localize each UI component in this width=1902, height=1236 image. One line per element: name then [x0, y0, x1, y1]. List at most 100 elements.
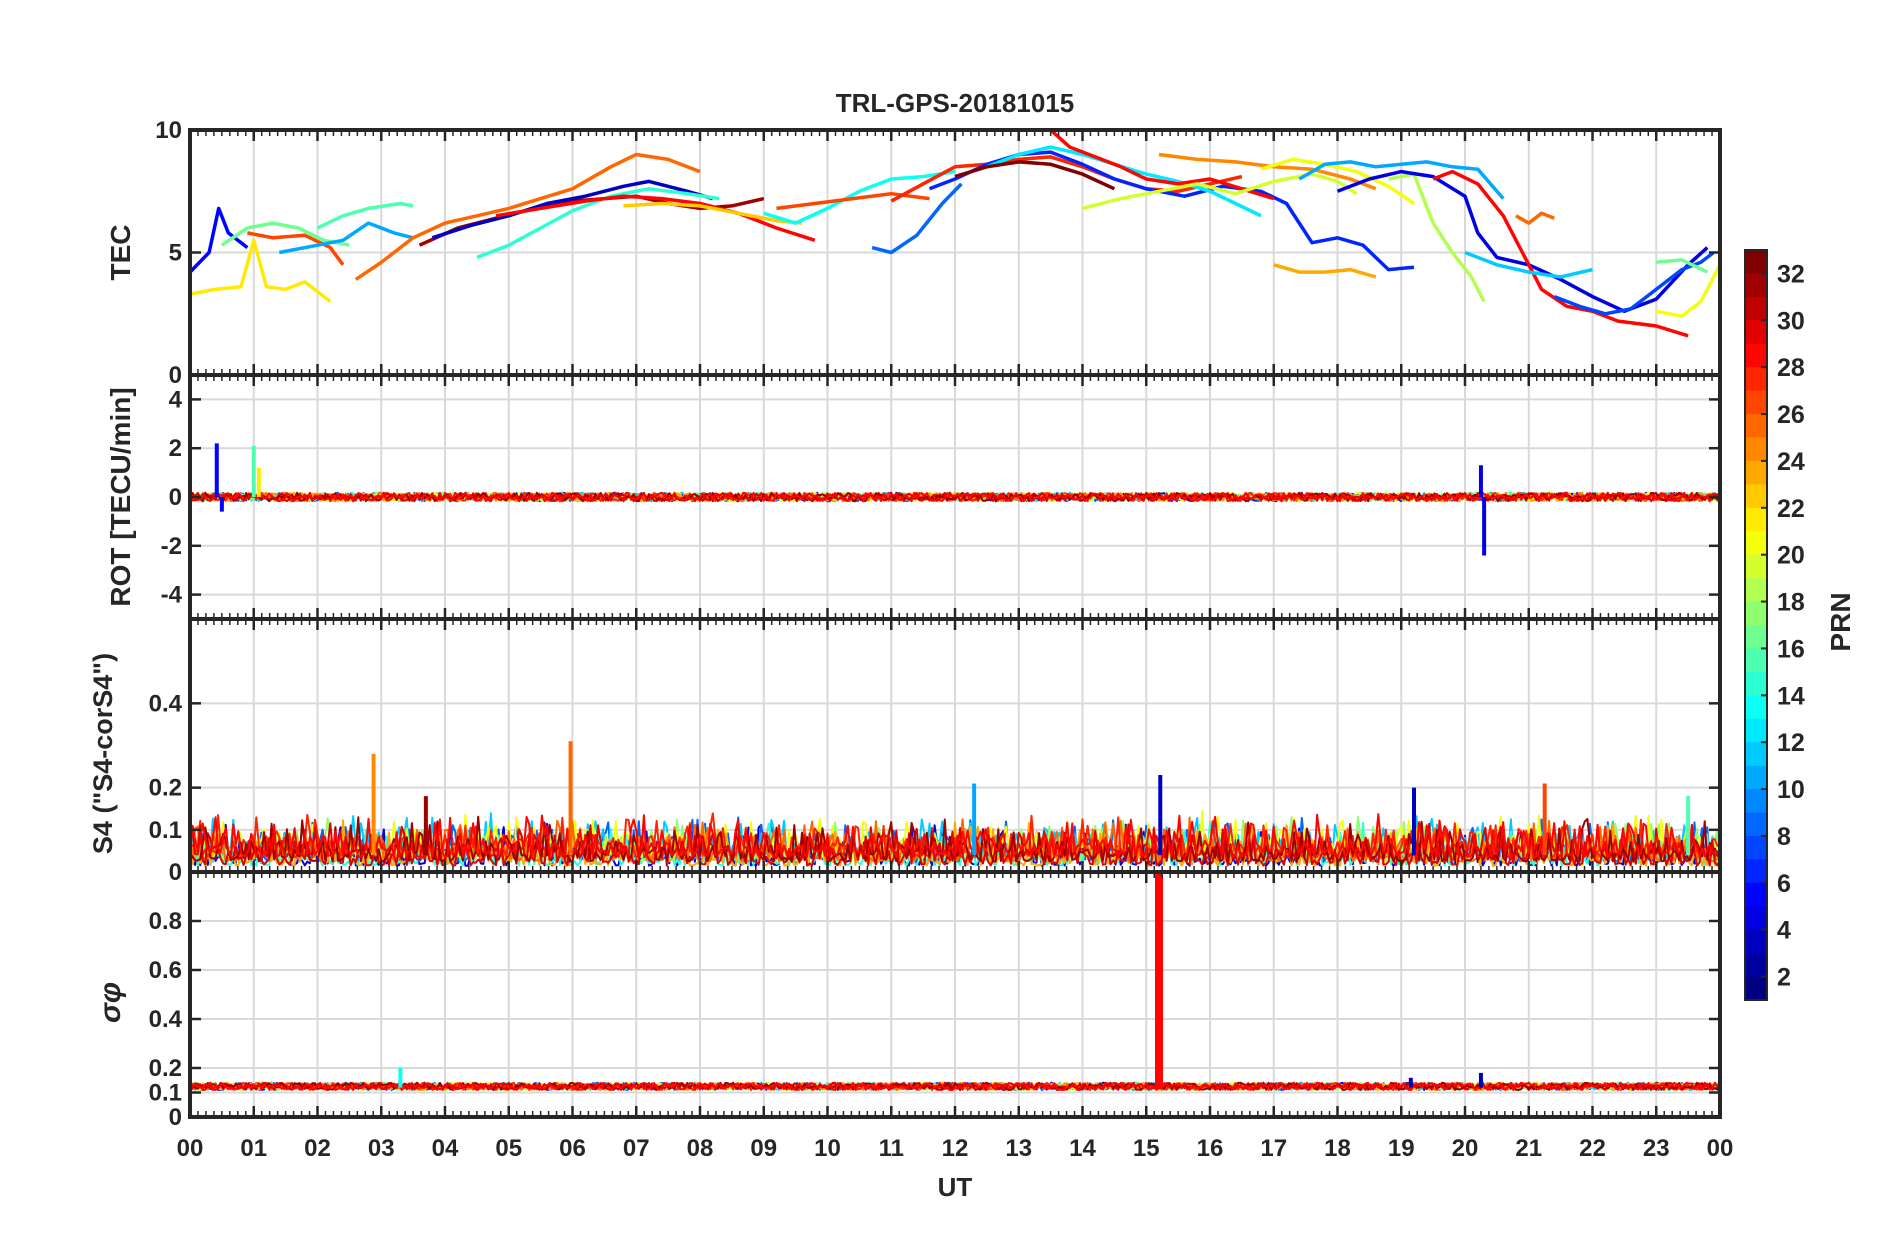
- colorbar-segment: [1745, 250, 1767, 275]
- x-tick-label: 23: [1643, 1135, 1670, 1162]
- tec-series-prn-16: [1656, 258, 1709, 274]
- x-tick-label: 10: [814, 1135, 841, 1162]
- x-tick-label: 00: [177, 1135, 204, 1162]
- y-tick-label: 0.2: [149, 1055, 182, 1082]
- tec-series-prn-10: [278, 221, 414, 255]
- colorbar-segment: [1745, 835, 1767, 860]
- tec-series-prn-22: [623, 201, 803, 225]
- colorbar-tick-label: 10: [1777, 776, 1805, 804]
- colorbar-tick-label: 16: [1777, 635, 1805, 663]
- tec-series-prn-13: [763, 169, 956, 225]
- y-tick-label: 2: [169, 435, 182, 462]
- colorbar-segment: [1745, 929, 1767, 954]
- tec-series-prn-7: [1553, 251, 1715, 316]
- colorbar-tick-label: 4: [1777, 917, 1791, 945]
- chart-title: TRL-GPS-20181015: [836, 88, 1074, 118]
- x-tick-label: 17: [1260, 1135, 1287, 1162]
- x-axis-tick-labels: 00 01 02 03 04 05 06 07 08 09 10 11 12 13 14 15 16 17 18 19…: [177, 1135, 1734, 1162]
- y-tick-label: 0: [169, 1104, 182, 1131]
- tec-series-prn-14: [476, 187, 720, 260]
- colorbar-segment: [1745, 859, 1767, 884]
- x-tick-label: 21: [1515, 1135, 1542, 1162]
- colorbar-tick-label: 12: [1777, 729, 1805, 757]
- colorbar-segment: [1745, 554, 1767, 579]
- tec-series-prn-20: [1655, 263, 1722, 318]
- colorbar-tick-label: 32: [1777, 260, 1805, 288]
- y-tick-label: 0.8: [149, 908, 182, 935]
- colorbar-tick-label: 18: [1777, 589, 1805, 617]
- x-tick-label: 02: [304, 1135, 331, 1162]
- y-axis-label: TEC: [105, 225, 136, 281]
- tec-series-prn-4: [1336, 169, 1709, 314]
- tec-series-prn-12: [986, 145, 1262, 218]
- colorbar-segment: [1745, 343, 1767, 368]
- colorbar-segment: [1745, 531, 1767, 556]
- colorbar-segment: [1745, 578, 1767, 603]
- colorbar-segment: [1745, 460, 1767, 485]
- x-tick-label: 05: [495, 1135, 522, 1162]
- colorbar-tick-label: 30: [1777, 307, 1805, 335]
- y-tick-label: 0.2: [149, 775, 182, 802]
- x-tick-label: 09: [750, 1135, 777, 1162]
- colorbar-segment: [1745, 953, 1767, 978]
- y-tick-label: 0.1: [149, 817, 182, 844]
- colorbar-tick-label: 2: [1777, 964, 1791, 992]
- y-tick-label: 0.4: [149, 690, 183, 717]
- y-tick-label: -4: [161, 582, 183, 609]
- panel-rot: -4 -2 0 2 4 ROT [TECU/min]: [105, 373, 1722, 621]
- noise-trace-prn-28: [189, 813, 1721, 859]
- y-tick-label: -2: [161, 533, 182, 560]
- colorbar-segment: [1745, 390, 1767, 415]
- colorbar-segment: [1745, 414, 1767, 439]
- colorbar-tick-label: 14: [1777, 682, 1805, 710]
- colorbar-segment: [1745, 882, 1767, 907]
- x-tick-label: 15: [1133, 1135, 1160, 1162]
- panel-tec: 0 5 10 TEC: [105, 117, 1722, 389]
- tec-series-prn-25: [1515, 211, 1555, 225]
- y-axis-label: S4 ("S4-corS4"): [88, 653, 118, 854]
- colorbar-tick-label: 6: [1777, 870, 1791, 898]
- colorbar-label: PRN: [1825, 592, 1856, 651]
- colorbar-segment: [1745, 320, 1767, 345]
- colorbar-segment: [1745, 742, 1767, 767]
- x-tick-label: 20: [1452, 1135, 1479, 1162]
- tec-series-prn-18: [1388, 172, 1486, 303]
- colorbar-segment: [1745, 906, 1767, 931]
- y-tick-label: 0: [169, 484, 182, 511]
- colorbar-segment: [1745, 976, 1767, 1001]
- colorbar-segment: [1745, 718, 1767, 743]
- colorbar-tick-label: 26: [1777, 401, 1805, 429]
- colorbar-tick-label: 8: [1777, 823, 1791, 851]
- colorbar-tick-label: 22: [1777, 495, 1805, 523]
- y-tick-label: 0: [169, 362, 182, 389]
- colorbar-segment: [1745, 273, 1767, 298]
- y-tick-label: 10: [155, 117, 182, 144]
- tec-series-prn-27: [890, 155, 1243, 203]
- y-tick-label: 0.1: [149, 1080, 182, 1107]
- noise-trace-prn-28: [189, 491, 1720, 503]
- colorbar-tick-label: 24: [1777, 448, 1805, 476]
- colorbar-segment: [1745, 601, 1767, 626]
- x-tick-label: 11: [879, 1135, 904, 1162]
- colorbar-segment: [1745, 437, 1767, 462]
- tec-series-prn-10: [1298, 160, 1505, 200]
- x-tick-label: 00: [1707, 1135, 1734, 1162]
- x-tick-label: 06: [559, 1135, 586, 1162]
- tec-series-prn-8: [871, 182, 963, 255]
- x-tick-label: 14: [1069, 1135, 1096, 1162]
- tec-series-prn-15: [316, 201, 414, 230]
- tec-series-prn-16: [220, 221, 350, 247]
- colorbar-segment: [1745, 296, 1767, 321]
- colorbar-segment: [1745, 789, 1767, 814]
- x-tick-label: 18: [1324, 1135, 1351, 1162]
- x-tick-label: 22: [1579, 1135, 1606, 1162]
- x-tick-label: 03: [368, 1135, 395, 1162]
- tec-series-prn-28: [1049, 128, 1275, 201]
- tec-series-prn-11: [1464, 250, 1593, 279]
- colorbar-segment: [1745, 484, 1767, 509]
- tec-series-prn-32: [954, 160, 1116, 191]
- y-tick-label: 5: [169, 240, 182, 267]
- colorbar-segment: [1745, 648, 1767, 673]
